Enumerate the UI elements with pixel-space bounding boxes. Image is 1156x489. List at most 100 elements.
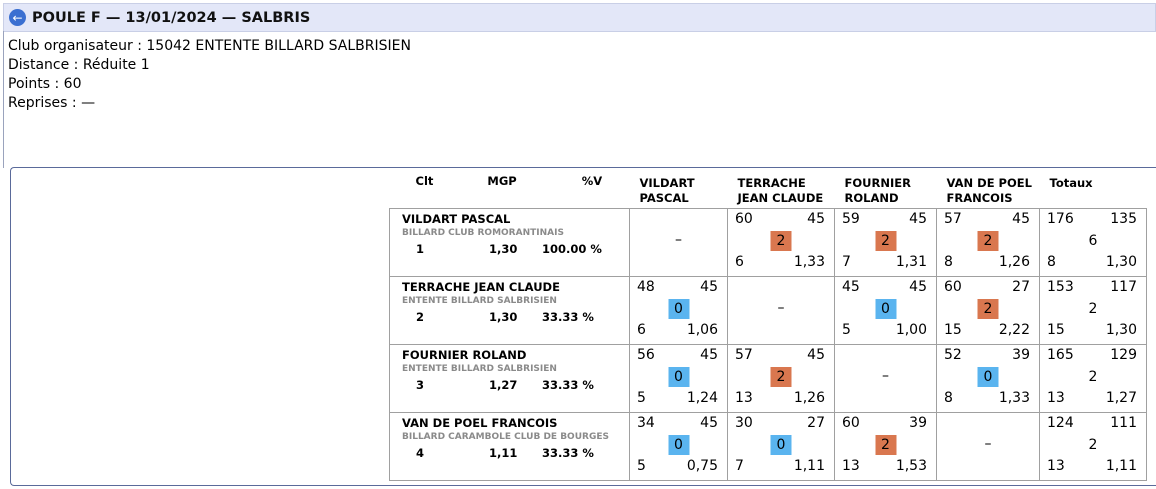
total-points: 153 — [1047, 278, 1074, 295]
total-match-points: 2 — [1088, 436, 1098, 453]
match-opponent-points: 45 — [807, 210, 825, 227]
player-mgp: 1,30 — [489, 241, 518, 256]
player-name: VILDART PASCAL — [402, 211, 511, 226]
match-cell: 52 39 0 8 1,33 — [936, 343, 1040, 413]
match-cell: 30 27 0 7 1,11 — [727, 411, 835, 481]
total-innings: 8 — [1047, 253, 1056, 270]
total-average: 1,30 — [1105, 321, 1137, 338]
match-cell: 48 45 0 6 1,06 — [629, 275, 728, 345]
total-points: 165 — [1047, 346, 1074, 363]
table-row: VAN DE POEL FRANCOIS BILLARD CARAMBOLE CL… — [389, 411, 1147, 481]
player-name: FOURNIER ROLAND — [402, 347, 527, 362]
player-win-pct: 100.00 % — [542, 241, 602, 256]
col-mgp: MGP — [487, 174, 517, 188]
player-rank: 3 — [416, 377, 425, 392]
col-player-2: TERRACHE JEAN CLAUDE — [737, 176, 824, 205]
info-points: Points : 60 — [8, 76, 82, 92]
match-cell: 60 45 2 6 1,33 — [727, 207, 835, 277]
total-average: 1,27 — [1105, 389, 1137, 406]
match-average: 1,53 — [895, 457, 927, 474]
match-points: 59 — [842, 210, 860, 227]
match-result-badge: 0 — [977, 366, 999, 387]
col-clt: Clt — [415, 174, 434, 188]
match-cell: 59 45 2 7 1,31 — [834, 207, 937, 277]
match-average: 1,06 — [686, 321, 718, 338]
match-points: 60 — [842, 414, 860, 431]
player-club: BILLARD CARAMBOLE CLUB DE BOURGES — [402, 431, 609, 442]
match-points: 57 — [735, 346, 753, 363]
match-result-badge: 0 — [668, 366, 689, 387]
match-innings: 5 — [842, 321, 851, 338]
match-average: 1,26 — [998, 253, 1030, 270]
match-average: 1,31 — [895, 253, 927, 270]
player-mgp: 1,30 — [489, 309, 518, 324]
info-block: Club organisateur : 15042 ENTENTE BILLAR… — [8, 37, 411, 113]
match-average: 1,00 — [895, 321, 927, 338]
page-title: POULE F — 13/01/2024 — SALBRIS — [32, 9, 311, 26]
total-opponent-points: 111 — [1110, 414, 1137, 431]
total-average: 1,11 — [1105, 457, 1137, 474]
player-cell: VILDART PASCAL BILLARD CLUB ROMORANTINAIS… — [389, 207, 630, 277]
match-innings: 13 — [735, 389, 753, 406]
match-opponent-points: 45 — [1012, 210, 1030, 227]
match-opponent-points: 27 — [1012, 278, 1030, 295]
match-cell-self: – — [834, 343, 937, 413]
match-cell: 34 45 0 5 0,75 — [629, 411, 728, 481]
total-innings: 13 — [1047, 389, 1065, 406]
match-average: 1,24 — [686, 389, 718, 406]
match-cell: 45 45 0 5 1,00 — [834, 275, 937, 345]
match-result-badge: 2 — [770, 366, 792, 387]
match-innings: 7 — [842, 253, 851, 270]
match-result-badge: 0 — [770, 434, 792, 455]
match-result-badge: 2 — [875, 434, 896, 455]
total-innings: 15 — [1047, 321, 1065, 338]
match-cell: 57 45 2 13 1,26 — [727, 343, 835, 413]
total-match-points: 2 — [1088, 368, 1098, 385]
table-header-row: Clt MGP %V VILDART PASCAL TERRACHE JEAN CL… — [390, 174, 1147, 208]
match-average: 0,75 — [686, 457, 718, 474]
match-innings: 7 — [735, 457, 744, 474]
panel-border — [3, 31, 4, 168]
match-opponent-points: 27 — [807, 414, 825, 431]
table-row: FOURNIER ROLAND ENTENTE BILLARD SALBRISIE… — [389, 343, 1147, 413]
table-row: VILDART PASCAL BILLARD CLUB ROMORANTINAIS… — [389, 207, 1147, 277]
match-points: 60 — [735, 210, 753, 227]
table-row: TERRACHE JEAN CLAUDE ENTENTE BILLARD SALB… — [389, 275, 1147, 345]
title-bar: ← POULE F — 13/01/2024 — SALBRIS — [3, 3, 1156, 32]
match-result-badge: 0 — [668, 434, 689, 455]
back-arrow-icon[interactable]: ← — [9, 9, 26, 26]
player-club: ENTENTE BILLARD SALBRISIEN — [402, 295, 557, 306]
info-distance: Distance : Réduite 1 — [8, 57, 150, 73]
match-opponent-points: 39 — [909, 414, 927, 431]
player-mgp: 1,11 — [489, 445, 518, 460]
table-body: VILDART PASCAL BILLARD CLUB ROMORANTINAIS… — [389, 207, 1147, 481]
col-player-4: VAN DE POEL FRANCOIS — [946, 176, 1032, 205]
match-innings: 15 — [944, 321, 962, 338]
no-match-dash: – — [984, 435, 992, 452]
player-rank: 1 — [416, 241, 425, 256]
totals-cell: 176 135 6 8 1,30 — [1039, 207, 1147, 277]
match-cell: 56 45 0 5 1,24 — [629, 343, 728, 413]
match-opponent-points: 39 — [1012, 346, 1030, 363]
match-average: 1,33 — [793, 253, 825, 270]
total-match-points: 6 — [1088, 232, 1098, 249]
player-rank: 4 — [416, 445, 425, 460]
match-opponent-points: 45 — [700, 278, 718, 295]
no-match-dash: – — [675, 231, 682, 248]
total-points: 124 — [1047, 414, 1074, 431]
match-result-badge: 2 — [875, 230, 896, 251]
col-pv: %V — [581, 174, 603, 188]
match-average: 2,22 — [998, 321, 1030, 338]
col-totals: Totaux — [1049, 176, 1093, 190]
match-points: 45 — [842, 278, 860, 295]
match-opponent-points: 45 — [909, 210, 927, 227]
total-opponent-points: 129 — [1110, 346, 1137, 363]
info-reprises: Reprises : — — [8, 95, 96, 111]
match-points: 48 — [637, 278, 655, 295]
match-opponent-points: 45 — [700, 346, 718, 363]
player-cell: VAN DE POEL FRANCOIS BILLARD CARAMBOLE CL… — [389, 411, 630, 481]
total-average: 1,30 — [1105, 253, 1137, 270]
match-points: 34 — [637, 414, 655, 431]
match-cell: 57 45 2 8 1,26 — [936, 207, 1040, 277]
player-club: BILLARD CLUB ROMORANTINAIS — [402, 227, 564, 238]
